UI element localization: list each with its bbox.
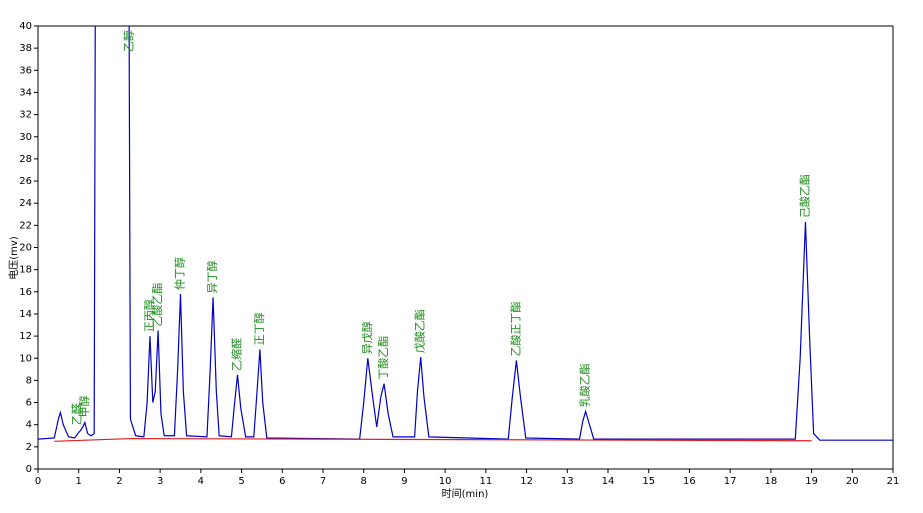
y-tick-label: 10 — [19, 353, 32, 364]
x-tick-label: 12 — [520, 476, 533, 487]
x-tick-label: 15 — [642, 476, 655, 487]
y-tick-label: 6 — [26, 398, 32, 409]
x-tick-label: 19 — [805, 476, 818, 487]
y-tick-label: 34 — [19, 87, 32, 98]
x-tick-label: 2 — [116, 476, 122, 487]
x-tick-label: 4 — [198, 476, 204, 487]
y-tick-label: 40 — [19, 21, 32, 32]
y-tick-label: 32 — [19, 110, 32, 121]
y-tick-label: 2 — [26, 442, 32, 453]
x-tick-label: 7 — [320, 476, 326, 487]
peak-label: 正丁醇 — [252, 312, 266, 345]
y-tick-label: 14 — [19, 309, 32, 320]
peak-label: 戊酸乙酯 — [413, 309, 427, 353]
x-tick-label: 13 — [561, 476, 574, 487]
y-tick-label: 18 — [19, 265, 32, 276]
peak-label: 正丙醇 — [142, 299, 156, 332]
x-tick-label: 18 — [764, 476, 777, 487]
y-tick-label: 0 — [26, 464, 32, 475]
y-tick-label: 8 — [26, 375, 32, 386]
y-tick-label: 30 — [19, 132, 32, 143]
x-tick-label: 16 — [683, 476, 696, 487]
peak-label: 仲丁醇 — [173, 257, 187, 290]
y-tick-label: 26 — [19, 176, 32, 187]
x-tick-label: 10 — [439, 476, 452, 487]
x-tick-label: 9 — [401, 476, 407, 487]
peak-label: 异戊醇 — [360, 321, 374, 354]
y-tick-label: 24 — [19, 198, 32, 209]
peak-label: 乙酸乙酯 — [150, 283, 164, 327]
trace — [38, 26, 893, 441]
x-tick-label: 21 — [887, 476, 900, 487]
x-tick-label: 11 — [479, 476, 492, 487]
x-axis-label: 时间(min) — [442, 487, 489, 500]
peak-label: 乳酸乙酯 — [578, 363, 592, 407]
y-tick-label: 20 — [19, 243, 32, 254]
y-tick-label: 38 — [19, 43, 32, 54]
peak-label: 乙酸正丁酯 — [508, 301, 522, 356]
y-axis-label: 电压(mv) — [7, 236, 20, 280]
x-tick-label: 5 — [238, 476, 244, 487]
x-tick-label: 14 — [602, 476, 615, 487]
y-tick-label: 22 — [19, 220, 32, 231]
x-tick-label: 3 — [157, 476, 163, 487]
y-tick-label: 16 — [19, 287, 32, 298]
y-tick-label: 28 — [19, 154, 32, 165]
peak-label: 甲醇 — [77, 395, 91, 417]
peak-label: 乙醛 — [69, 403, 83, 425]
trace — [54, 437, 812, 442]
peak-label: 乙缩醛 — [230, 338, 244, 371]
x-tick-label: 1 — [76, 476, 82, 487]
peak-label: 己酸乙酯 — [797, 174, 811, 218]
x-tick-label: 17 — [724, 476, 737, 487]
x-tick-label: 6 — [279, 476, 285, 487]
plot-area — [38, 26, 893, 442]
peak-label: 乙醇 — [122, 30, 136, 52]
peak-label: 丁酸乙酯 — [376, 336, 390, 380]
peak-label: 异丁醇 — [205, 260, 219, 293]
x-tick-label: 0 — [35, 476, 41, 487]
y-tick-label: 4 — [26, 420, 32, 431]
x-tick-label: 20 — [846, 476, 859, 487]
y-tick-label: 12 — [19, 331, 32, 342]
x-tick-label: 8 — [361, 476, 367, 487]
plot-frame — [37, 25, 894, 470]
y-tick-label: 36 — [19, 65, 32, 76]
